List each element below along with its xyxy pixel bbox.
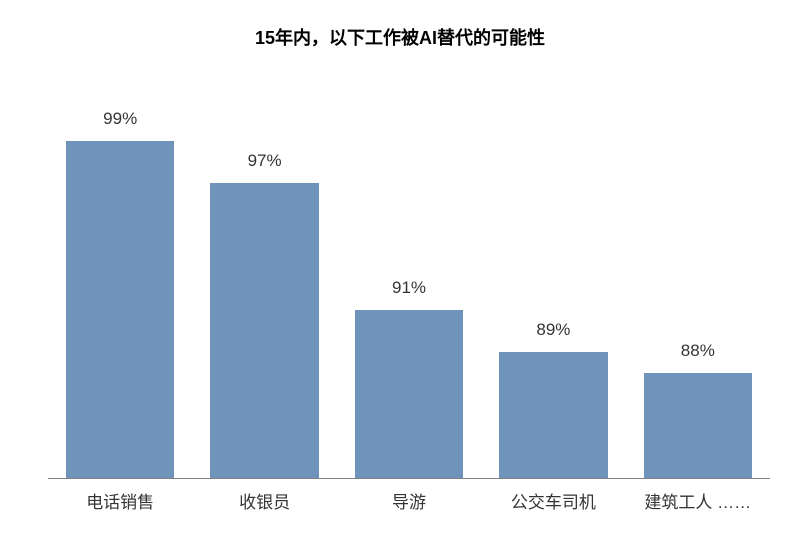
category-label: 建筑工人 …… <box>644 488 751 513</box>
bar <box>499 352 607 478</box>
bar <box>644 373 752 478</box>
category-label: 电话销售 <box>86 488 154 513</box>
value-label: 99% <box>103 109 137 129</box>
value-label: 91% <box>392 278 426 298</box>
category-label: 收银员 <box>239 488 290 513</box>
chart-title: 15年内，以下工作被AI替代的可能性 <box>0 24 800 50</box>
category-label: 导游 <box>392 488 426 513</box>
plot-area: 99%电话销售97%收银员91%导游89%公交车司机88%建筑工人 …… <box>48 120 770 479</box>
bar <box>355 310 463 478</box>
category-label: 公交车司机 <box>511 488 596 513</box>
value-label: 88% <box>681 341 715 361</box>
value-label: 89% <box>536 320 570 340</box>
bar <box>210 183 318 478</box>
value-label: 97% <box>248 151 282 171</box>
chart-container: 15年内，以下工作被AI替代的可能性 99%电话销售97%收银员91%导游89%… <box>0 0 800 539</box>
bar <box>66 141 174 478</box>
